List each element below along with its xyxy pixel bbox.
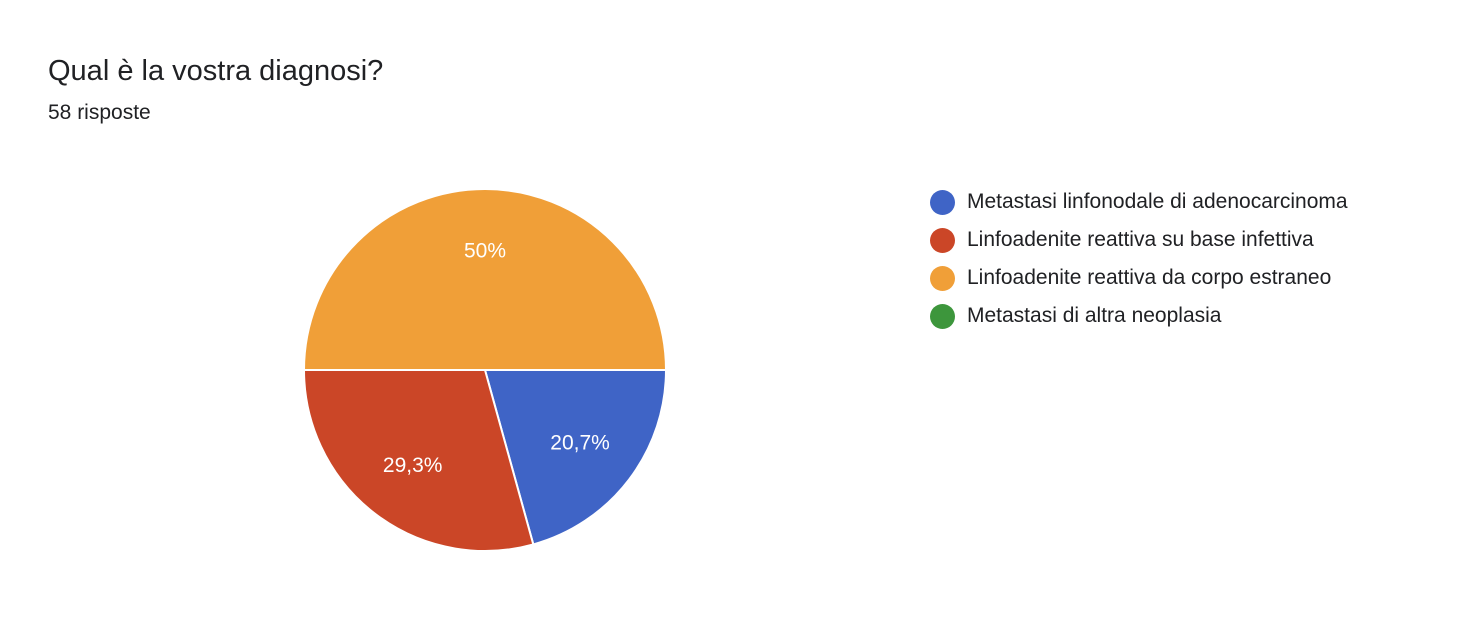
slice-label-1: 29,3% bbox=[383, 454, 443, 477]
pie-slice-1 bbox=[302, 369, 535, 552]
chart-title: Qual è la vostra diagnosi? bbox=[48, 55, 384, 87]
slice-label-2: 50% bbox=[464, 240, 506, 263]
legend-swatch-icon bbox=[930, 190, 955, 215]
legend-label: Metastasi linfonodale di adenocarcinoma bbox=[967, 190, 1348, 213]
slice-label-0: 20,7% bbox=[550, 431, 610, 454]
legend-label: Linfoadenite reattiva su base infettiva bbox=[967, 228, 1314, 251]
chart-legend: Metastasi linfonodale di adenocarcinoma L… bbox=[930, 186, 1430, 338]
legend-swatch-icon bbox=[930, 266, 955, 291]
pie-slice-2 bbox=[302, 188, 668, 371]
legend-swatch-icon bbox=[930, 304, 955, 329]
legend-label: Metastasi di altra neoplasia bbox=[967, 304, 1222, 327]
legend-item-1[interactable]: Linfoadenite reattiva su base infettiva bbox=[930, 224, 1430, 256]
response-count: 58 risposte bbox=[48, 101, 151, 124]
legend-item-3[interactable]: Metastasi di altra neoplasia bbox=[930, 300, 1430, 332]
legend-item-0[interactable]: Metastasi linfonodale di adenocarcinoma bbox=[930, 186, 1430, 218]
pie-slice-0 bbox=[483, 369, 668, 546]
legend-swatch-icon bbox=[930, 228, 955, 253]
legend-label: Linfoadenite reattiva da corpo estraneo bbox=[967, 266, 1332, 289]
legend-item-2[interactable]: Linfoadenite reattiva da corpo estraneo bbox=[930, 262, 1430, 294]
